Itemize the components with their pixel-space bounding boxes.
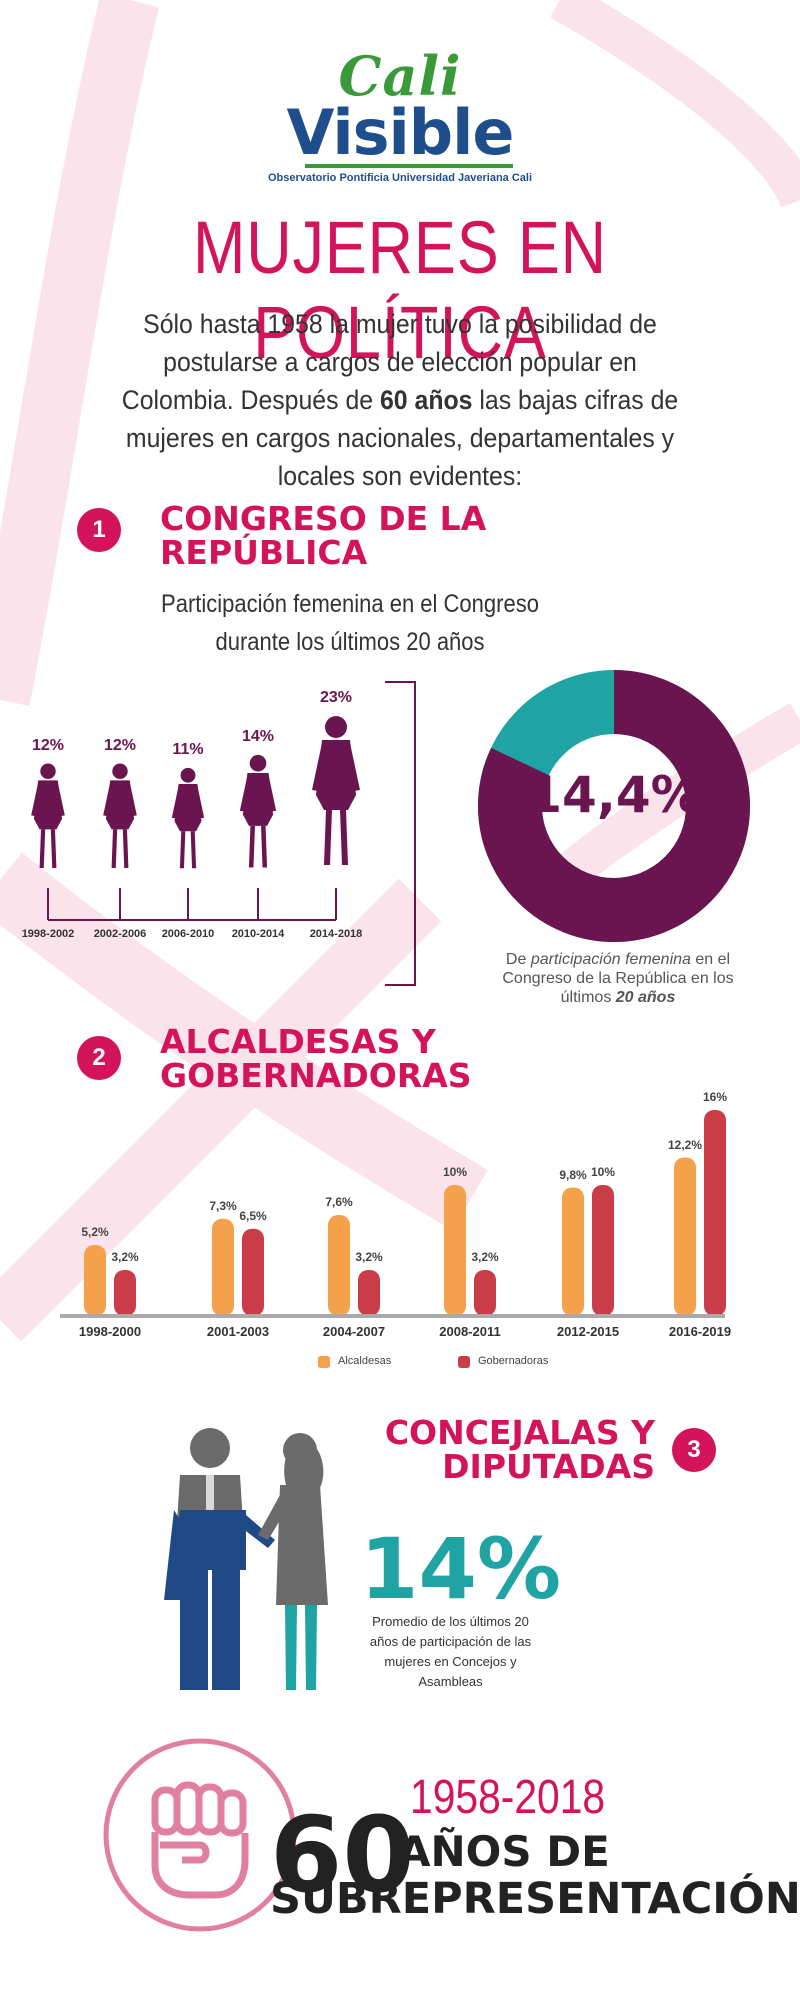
page-title: MUJERES EN POLÍTICA [193,206,607,374]
section1-title-line2: REPÚBLICA [160,533,368,572]
section1-title: CONGRESO DE LA REPÚBLICA [160,502,486,570]
donut-caption-part2: en el Congreso de la República en los úl… [502,951,734,1006]
bar-category-2008-2011: 2008-2011 [439,1324,501,1339]
section1-subtitle: Participación femenina en el Congreso du… [130,585,570,661]
bar-label-gobernadoras-2016-2019: 16% [702,1090,728,1104]
bar-label-alcaldesas-2012-2015: 9,8% [559,1167,587,1182]
woman-figure-2010-2014 [239,754,277,868]
donut-caption-bold: 20 años [615,989,676,1006]
concejalas-description: Promedio de los últimos 20 años de parti… [369,1614,532,1689]
bar-gobernadoras-1998-2000 [114,1270,136,1316]
fist-icon [103,1738,297,1932]
man-woman-silhouette-illustration [164,1428,328,1690]
congress-pct-2006-2010: 11% [172,741,204,759]
bar-category-1998-2000: 1998-2000 [78,1324,142,1339]
congress-period-2010-2014: 2010-2014 [231,928,285,940]
section1-subtitle-line1: Participación femenina en el Congreso [161,590,539,618]
section3-title-line2: DIPUTADAS [442,1447,655,1486]
congress-period-2006-2010: 2006-2010 [161,928,215,940]
section3-title: CONCEJALAS Y DIPUTADAS [360,1416,655,1484]
logo-cali: Cali [338,44,462,108]
bar-label-alcaldesas-2008-2011: 10% [442,1165,468,1179]
bar-label-alcaldesas-1998-2000: 5,2% [81,1225,109,1239]
mayors-bars [60,1110,726,1368]
intro-text: Sólo hasta 1958 la mujer tuvo la posibil… [106,305,695,495]
footer-anos-de: AÑOS DE [398,1827,610,1876]
bar-label-gobernadoras-2012-2015: 10% [590,1165,616,1179]
congress-period-1998-2002: 1998-2002 [21,928,75,940]
congress-period-2014-2018: 2014-2018 [309,928,363,940]
congress-pct-2014-2018: 23% [319,689,353,706]
bar-category-2012-2015: 2012-2015 [556,1324,620,1339]
logo-visible: Visible [286,96,515,169]
congress-figures [31,681,416,986]
intro-bold: 60 años [379,385,473,415]
bar-label-alcaldesas-2001-2003: 7,3% [209,1198,237,1213]
legend-label-alcaldesas: Alcaldesas [338,1355,392,1367]
bar-label-gobernadoras-1998-2000: 3,2% [111,1250,139,1264]
bar-label-gobernadoras-2001-2003: 6,5% [239,1208,267,1223]
congress-pct-1998-2002: 12% [31,736,65,754]
bar-label-gobernadoras-2004-2007: 3,2% [355,1250,383,1264]
legend-swatch-alcaldesas [318,1356,330,1368]
congress-pct-2002-2006: 12% [103,736,137,754]
legend-label-gobernadoras: Gobernadoras [478,1355,549,1367]
section3-number: 3 [672,1428,716,1472]
section1-title-line1: CONGRESO DE LA [160,499,487,538]
logo-underline [305,164,513,168]
bar-alcaldesas-2012-2015 [562,1187,584,1316]
bar-category-2016-2019: 2016-2019 [668,1324,732,1339]
woman-figure-2006-2010 [171,767,205,869]
congress-period-2002-2006: 2002-2006 [93,928,147,940]
congress-pct-2010-2014: 14% [241,728,275,746]
section1-number: 1 [77,508,121,552]
section2-title-line1: ALCALDESAS Y [160,1022,436,1061]
section2-number: 2 [77,1036,121,1080]
donut-caption-part1: De [505,951,531,968]
intro-part1: Sólo hasta 1958 la mujer tuvo la posibil… [121,309,657,415]
bar-gobernadoras-2008-2011 [474,1270,496,1316]
bar-alcaldesas-1998-2000 [84,1245,106,1316]
bar-gobernadoras-2016-2019 [704,1110,726,1316]
bar-label-alcaldesas-2004-2007: 7,6% [325,1195,353,1209]
legend-swatch-gobernadoras [458,1356,470,1368]
bar-gobernadoras-2004-2007 [358,1270,380,1316]
woman-figure-2014-2018 [312,716,360,865]
donut-segment-main [478,670,750,942]
bar-gobernadoras-2012-2015 [592,1185,614,1316]
section2-title-line2: GOBERNADORAS [160,1056,472,1095]
bar-alcaldesas-2004-2007 [328,1215,350,1316]
bracket [385,681,416,986]
bar-label-alcaldesas-2016-2019: 12,2% [667,1137,703,1152]
bar-category-2001-2003: 2001-2003 [206,1324,270,1339]
congress-chart: 12% 1998-2002 12% 2002-2006 11% 2006-2010 14% 2… [0,680,430,1000]
woman-figure-2002-2006 [103,763,137,868]
section2-title: ALCALDESAS Y GOBERNADORAS [160,1025,472,1093]
bar-alcaldesas-2008-2011 [444,1185,466,1316]
donut-caption: De participación femenina en el Congreso… [478,950,758,1007]
section1-subtitle-line2: durante los últimos 20 años [215,628,485,656]
bar-alcaldesas-2016-2019 [674,1157,696,1316]
bar-gobernadoras-2001-2003 [242,1228,264,1316]
concejalas-percentage: 14% [360,1520,562,1618]
footer-sixty: 60 [270,1794,415,1916]
donut-chart [478,670,750,942]
woman-figure-1998-2002 [31,763,65,868]
bar-category-2004-2007: 2004-2007 [322,1324,386,1339]
section3-title-line1: CONCEJALAS Y [384,1413,655,1452]
mayors-governors-chart: 5,2% 3,2% 1998-2000 7,3% 6,5% 2001-2003 7,6% 3,… [0,1090,800,1390]
bar-alcaldesas-2001-2003 [212,1218,234,1316]
bar-label-gobernadoras-2008-2011: 3,2% [471,1250,499,1264]
intro-part2: las bajas cifras de mujeres en cargos na… [125,385,679,491]
donut-caption-italic: participación femenina [530,951,691,968]
footer-years: 1958-2018 [410,1771,606,1824]
footer-subrepresentacion: SUBREPRESENTACIÓN [270,1874,800,1924]
donut-value: 14,4% [527,766,701,824]
logo-subtitle: Observatorio Pontificia Universidad Jave… [267,172,533,184]
